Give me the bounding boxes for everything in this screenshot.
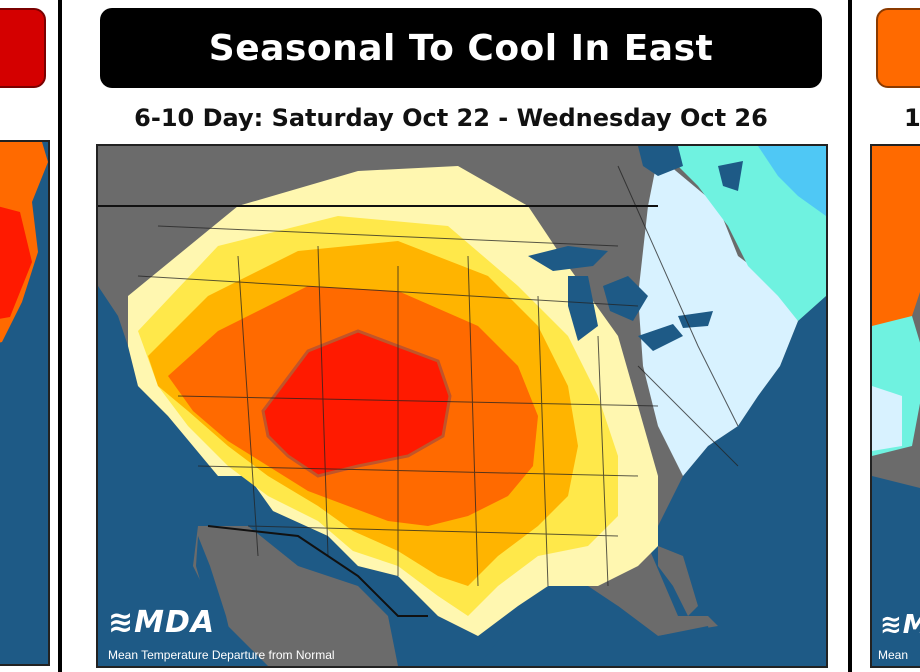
center-subtitle: 6-10 Day: Saturday Oct 22 - Wednesday Oc… (134, 104, 768, 132)
mda-logo-text: MDA (134, 605, 216, 640)
divider-left (58, 0, 62, 672)
left-panel (0, 0, 58, 672)
center-panel: Seasonal To Cool In East 6-10 Day: Satur… (64, 0, 838, 672)
right-map: ≋M Mean (870, 144, 920, 668)
map-caption: Mean Temperature Departure from Normal (108, 648, 335, 662)
right-title-bar (876, 8, 920, 88)
right-logo-fragment: ≋M (880, 610, 920, 640)
right-caption-fragment: Mean (878, 648, 909, 662)
forecast-map: ≋MDA Mean Temperature Departure from Nor… (96, 144, 828, 668)
mda-logo: ≋MDA (108, 605, 215, 640)
center-title-bar: Seasonal To Cool In East (100, 8, 822, 88)
mda-logo-swirl-icon: ≋ (108, 605, 135, 640)
divider-right (848, 0, 852, 672)
right-logo-swirl-icon: ≋ (880, 610, 903, 640)
left-map (0, 140, 50, 666)
center-title: Seasonal To Cool In East (208, 27, 714, 69)
right-subtitle-fragment: 1 (904, 104, 920, 132)
right-panel: 1 ≋M Mean (856, 0, 920, 672)
left-title-bar (0, 8, 46, 88)
